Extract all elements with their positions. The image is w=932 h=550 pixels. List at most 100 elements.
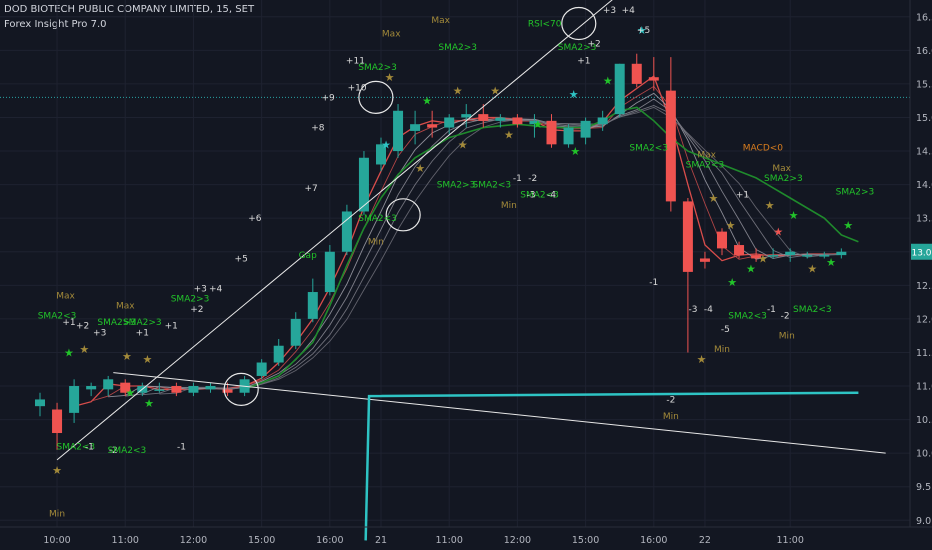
signal-label: +10 xyxy=(348,83,367,93)
signal-label: MACD<0 xyxy=(743,144,784,154)
candle-body xyxy=(188,386,199,393)
candle-body xyxy=(427,124,438,128)
signal-label: SMA2>3 xyxy=(558,43,597,53)
signal-label: Min xyxy=(49,510,65,520)
time-tick-label: 16:00 xyxy=(316,535,343,546)
signal-label: SMA2<3 xyxy=(473,181,512,191)
signal-star: ★ xyxy=(52,464,62,477)
candle-body xyxy=(35,399,45,407)
signal-star: ★ xyxy=(122,350,132,363)
candle-body xyxy=(273,345,284,363)
candle-body xyxy=(154,389,165,391)
signal-label: +5 xyxy=(637,26,650,36)
signal-label: SMA2<3 xyxy=(520,191,559,201)
signal-label: SMA2<3 xyxy=(793,305,832,315)
time-tick-label: 15:00 xyxy=(572,535,599,546)
signal-label: Max xyxy=(56,291,75,301)
time-tick-label: 21 xyxy=(375,535,387,546)
signal-star: ★ xyxy=(453,85,463,98)
signal-label: -5 xyxy=(721,325,730,335)
signal-label: SMA2>3 xyxy=(358,63,397,73)
price-tick-label: 13.5 xyxy=(916,214,932,225)
signal-label: -1 xyxy=(767,305,776,315)
signal-star: ★ xyxy=(789,209,799,222)
signal-label: SMA2>3 xyxy=(437,181,476,191)
sma-line xyxy=(125,98,842,397)
candle-body xyxy=(699,258,710,262)
signal-label: SMA2<3 xyxy=(728,312,767,322)
candle-body xyxy=(614,63,625,115)
signal-label: -3 xyxy=(527,191,536,201)
candle-body xyxy=(86,386,97,390)
signal-star: ★ xyxy=(758,252,768,265)
candle-body xyxy=(205,386,216,390)
signal-label: +2 xyxy=(190,305,203,315)
signal-star: ★ xyxy=(64,346,74,359)
signal-label: SMA2>3 xyxy=(97,318,136,328)
signal-label: +3 xyxy=(603,6,616,16)
signal-label: Max xyxy=(382,30,401,40)
signal-circle xyxy=(223,372,259,406)
signal-circle xyxy=(358,80,394,114)
candle-body xyxy=(358,157,369,212)
signal-label: +2 xyxy=(76,322,89,332)
signal-label: SMA2>3 xyxy=(836,187,875,197)
signal-star: ★ xyxy=(726,219,736,232)
signal-label: SMA2<3 xyxy=(108,446,147,456)
time-tick-label: 15:00 xyxy=(248,535,275,546)
signal-star: ★ xyxy=(746,263,756,276)
signal-label: Gap xyxy=(299,251,317,261)
candle-body xyxy=(478,114,489,121)
candle-body xyxy=(120,382,131,393)
signal-star: ★ xyxy=(422,95,432,108)
signal-label: Min xyxy=(501,201,517,211)
candle-body xyxy=(256,362,267,376)
signal-label: -2 xyxy=(528,174,537,184)
price-tick-label: 16.0 xyxy=(916,46,932,57)
signal-label: SMA2<3 xyxy=(686,160,725,170)
current-price-tag xyxy=(911,243,932,260)
signal-star: ★ xyxy=(533,118,543,131)
candle-body xyxy=(52,409,63,434)
signal-label: +6 xyxy=(248,214,262,224)
signal-label: Max xyxy=(431,16,450,26)
time-axis[interactable]: 10:00 11:00 12:00 15:00 16:00 21 11:00 12:00 15:… xyxy=(0,526,932,546)
time-tick-label: 10:00 xyxy=(43,535,70,546)
candle-body xyxy=(410,124,421,131)
signal-star: ★ xyxy=(415,162,425,175)
indicator-name[interactable]: Forex Insight Pro 7.0 xyxy=(4,19,107,30)
price-tick-label: 14.5 xyxy=(916,147,932,158)
signal-label: +11 xyxy=(346,56,365,66)
trend-line xyxy=(113,372,886,454)
price-axis[interactable]: 9.0 9.5 10.0 10.5 11.0 11.5 12.0 12.5 13.0 13.5 14… xyxy=(909,0,932,527)
time-tick-label: 12:00 xyxy=(504,535,531,546)
time-tick-label: 11:00 xyxy=(436,535,463,546)
signal-label: SMA2<3 xyxy=(38,312,77,322)
price-tick-label: 10.5 xyxy=(916,415,932,426)
signal-star: ★ xyxy=(490,85,500,98)
signal-label: +7 xyxy=(304,184,317,194)
signal-label: +8 xyxy=(311,124,325,134)
signal-label: SMA2<3 xyxy=(358,214,397,224)
price-tick-label: 9.5 xyxy=(916,482,931,493)
signal-circle xyxy=(561,6,597,41)
candle-body xyxy=(648,77,659,81)
signal-star: ★ xyxy=(385,71,395,84)
signal-label: +4 xyxy=(209,285,223,295)
candle-body xyxy=(222,389,233,393)
signal-label: SMA2>3 xyxy=(123,318,162,328)
candle-body xyxy=(563,127,574,145)
signal-label: -1 xyxy=(177,442,186,452)
signal-label: -3 xyxy=(689,305,698,315)
chart-title: DOD BIOTECH PUBLIC COMPANY LIMITED, 15, … xyxy=(4,4,255,15)
candle-body xyxy=(768,255,779,257)
candle-body xyxy=(171,386,182,393)
signal-label: +2 xyxy=(587,40,600,50)
candle-body xyxy=(529,120,540,125)
signal-star: ★ xyxy=(807,263,817,276)
signal-star: ★ xyxy=(381,138,391,151)
signal-label: SMA2<3 xyxy=(629,144,668,154)
price-tick-label: 11.5 xyxy=(916,348,932,359)
signal-label: -4 xyxy=(704,305,713,315)
